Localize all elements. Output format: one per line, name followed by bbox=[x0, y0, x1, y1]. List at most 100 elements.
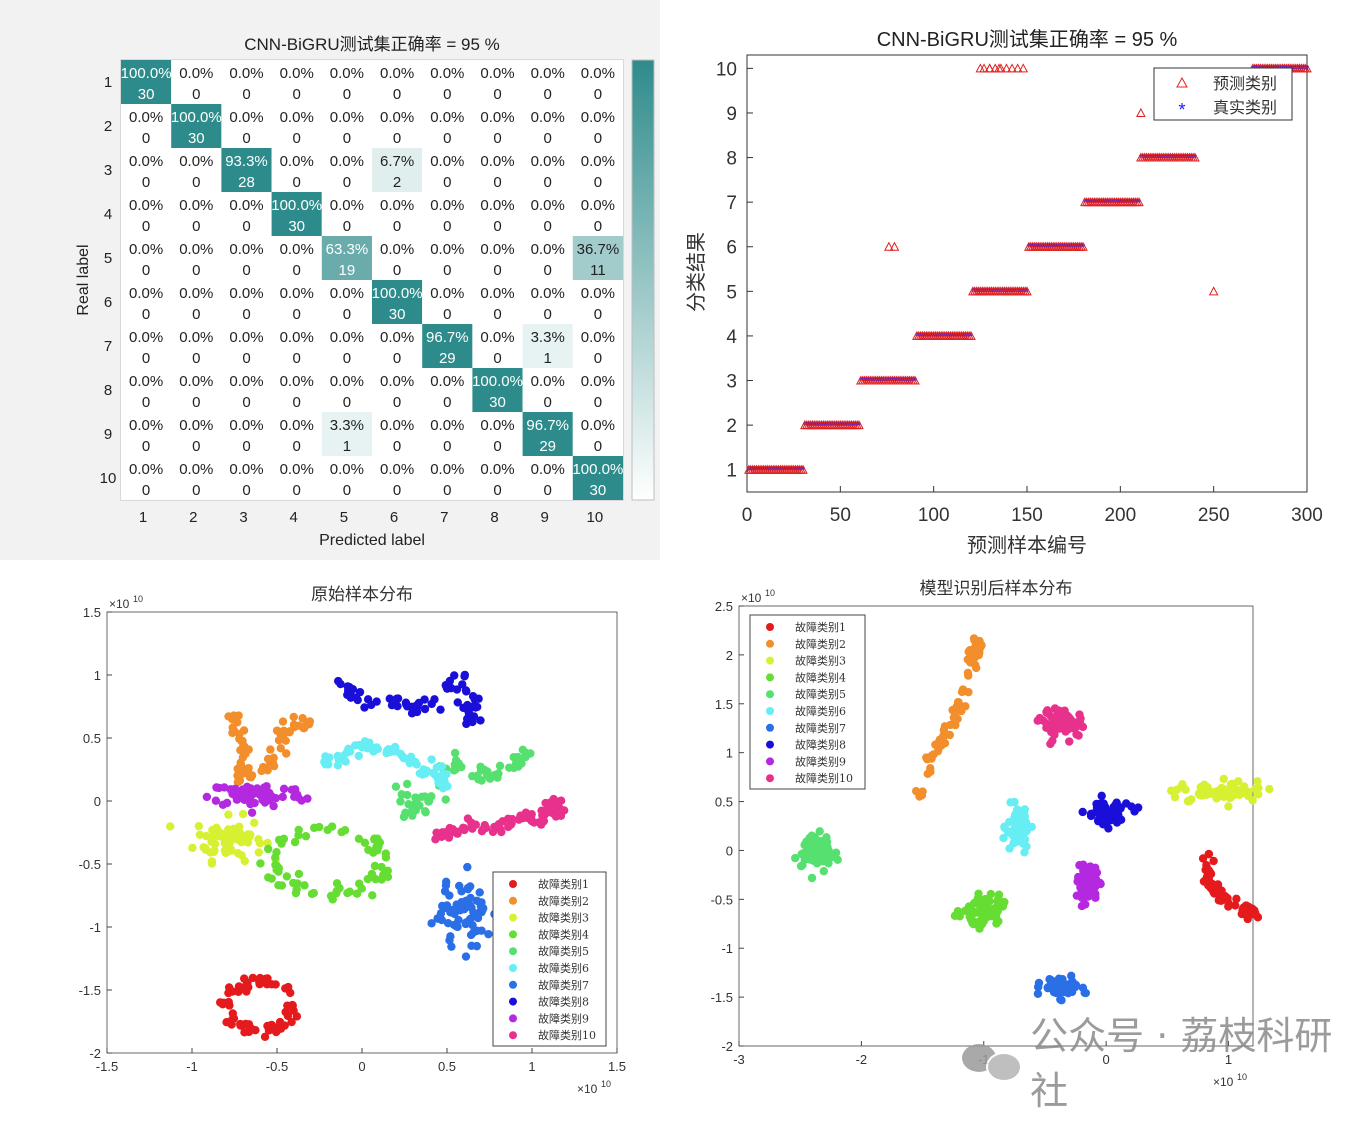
sample-point bbox=[1208, 879, 1217, 889]
true-point: * bbox=[1185, 153, 1190, 165]
sample-point bbox=[294, 869, 304, 879]
true-point: * bbox=[833, 420, 838, 432]
sample-point bbox=[255, 977, 264, 987]
cm-cell-percent: 96.7% bbox=[526, 417, 569, 434]
sample-point bbox=[427, 792, 436, 801]
true-point: * bbox=[1090, 197, 1095, 209]
true-point: * bbox=[793, 465, 798, 477]
cm-cell bbox=[422, 192, 473, 236]
cm-col-label: 8 bbox=[490, 509, 498, 526]
pred-point bbox=[798, 464, 808, 474]
true-point: * bbox=[982, 286, 987, 298]
sample-point bbox=[545, 798, 555, 807]
sample-point bbox=[381, 849, 391, 858]
true-point: * bbox=[1040, 242, 1045, 254]
legend-marker bbox=[766, 656, 774, 665]
true-point: * bbox=[1083, 197, 1088, 209]
sample-point bbox=[435, 776, 444, 785]
cm-cell bbox=[121, 104, 172, 148]
sample-point bbox=[278, 792, 287, 802]
true-point: * bbox=[799, 465, 804, 477]
true-point: * bbox=[973, 286, 978, 298]
sample-point bbox=[1220, 785, 1230, 795]
true-point: * bbox=[933, 331, 938, 343]
cm-cell-count: 0 bbox=[192, 262, 200, 279]
cm-cell-count: 0 bbox=[544, 86, 552, 103]
sample-point bbox=[998, 902, 1008, 911]
pred-ytick-label: 1 bbox=[726, 461, 737, 482]
true-point: * bbox=[986, 286, 991, 298]
true-point: * bbox=[874, 376, 879, 388]
true-point: * bbox=[855, 420, 860, 432]
sample-point bbox=[396, 797, 405, 806]
sample-point bbox=[287, 785, 296, 795]
legend-label: 故障类别1 bbox=[538, 877, 589, 891]
sample-point bbox=[1006, 798, 1015, 807]
true-point: * bbox=[1299, 63, 1304, 75]
sample-point bbox=[321, 752, 330, 761]
cm-cell-percent: 0.0% bbox=[380, 417, 414, 434]
cm-cell bbox=[522, 324, 573, 368]
pred-point bbox=[1190, 152, 1200, 162]
true-point: * bbox=[883, 376, 888, 388]
cm-cell-percent: 0.0% bbox=[430, 417, 464, 434]
sample-point bbox=[412, 760, 421, 769]
sample-point bbox=[272, 726, 282, 735]
cm-cell bbox=[472, 456, 523, 500]
model-distribution-chart: 模型识别后样本分布-3-2-101-2-1.5-1-0.500.511.522.… bbox=[711, 579, 1274, 1089]
cm-cell-count: 0 bbox=[393, 218, 401, 235]
sample-point bbox=[292, 1012, 302, 1021]
sample-point bbox=[240, 788, 249, 797]
true-point: * bbox=[1081, 242, 1086, 254]
sample-point bbox=[441, 881, 451, 890]
cm-ylabel: Real label bbox=[75, 244, 92, 315]
cm-cell bbox=[321, 412, 372, 456]
cm-cell-percent: 0.0% bbox=[280, 241, 314, 258]
cm-col-label: 1 bbox=[139, 509, 147, 526]
sample-point bbox=[232, 835, 242, 844]
sample-point bbox=[1105, 809, 1115, 819]
cm-cell bbox=[472, 324, 523, 368]
scatter-xtick-label: -1.5 bbox=[96, 1059, 118, 1074]
cm-cell-percent: 3.3% bbox=[330, 417, 364, 434]
cm-cell-count: 0 bbox=[192, 394, 200, 411]
legend-label: 故障类别8 bbox=[795, 738, 846, 752]
sample-point bbox=[269, 801, 278, 811]
cm-cell-count: 30 bbox=[138, 86, 155, 103]
sample-point bbox=[1061, 726, 1071, 735]
true-point: * bbox=[1154, 153, 1159, 165]
cm-cell-count: 0 bbox=[544, 306, 552, 323]
cm-cell-percent: 0.0% bbox=[581, 285, 615, 302]
cm-cell-count: 0 bbox=[343, 174, 351, 191]
sample-point bbox=[1042, 719, 1051, 728]
sample-point bbox=[407, 709, 417, 718]
sample-point bbox=[945, 730, 954, 740]
true-point: * bbox=[872, 376, 877, 388]
true-point: * bbox=[902, 376, 907, 388]
cm-cell-percent: 0.0% bbox=[179, 153, 213, 170]
pred-legend-marker bbox=[1176, 76, 1188, 88]
sample-point bbox=[966, 658, 975, 667]
true-point: * bbox=[758, 465, 763, 477]
sample-point bbox=[453, 922, 462, 932]
cm-cell-percent: 0.0% bbox=[430, 241, 464, 258]
cm-cell-percent: 0.0% bbox=[480, 329, 514, 346]
cm-cell-count: 0 bbox=[393, 482, 401, 499]
cm-cell-count: 0 bbox=[493, 218, 501, 235]
watermark: 公众号 · 荔枝科研社 bbox=[960, 1014, 1360, 1113]
sample-point bbox=[285, 728, 294, 737]
true-point: * bbox=[1107, 197, 1112, 209]
true-point: * bbox=[775, 465, 780, 477]
scatter-ytick-label: -1 bbox=[89, 920, 101, 935]
true-point: * bbox=[1001, 286, 1006, 298]
sample-point bbox=[1204, 866, 1214, 875]
cm-cell bbox=[372, 104, 423, 148]
sample-point bbox=[210, 839, 220, 849]
sample-point bbox=[1071, 718, 1080, 727]
cm-cell-count: 0 bbox=[443, 174, 451, 191]
sample-point bbox=[479, 903, 488, 913]
sample-point bbox=[421, 769, 430, 778]
cm-cell-percent: 0.0% bbox=[179, 241, 213, 258]
true-point: * bbox=[967, 331, 972, 343]
sample-point bbox=[462, 719, 471, 729]
